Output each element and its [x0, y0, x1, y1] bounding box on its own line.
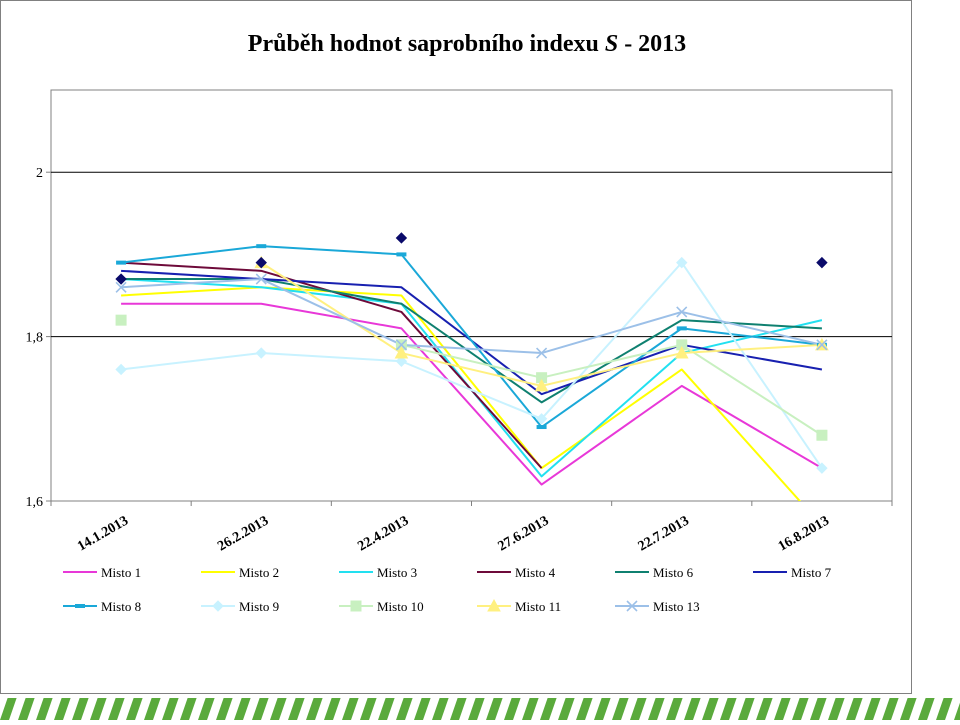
chart-title: Průběh hodnot saprobního indexu S - 2013: [248, 31, 686, 57]
legend-item: Misto 9: [201, 599, 279, 614]
data-point: [676, 326, 687, 331]
legend-marker: [487, 598, 501, 612]
data-point: [674, 345, 689, 359]
legend-label: Misto 13: [653, 599, 700, 614]
data-point: [816, 339, 828, 351]
series-line-misto-13: [121, 278, 823, 355]
x-tick-label: 22.7.2013: [636, 513, 692, 554]
series-line-misto-9: [120, 261, 823, 469]
legend-item: Misto 2: [201, 565, 279, 580]
legend-label: Misto 11: [515, 599, 561, 614]
data-point: [394, 345, 409, 359]
data-point: [816, 256, 828, 269]
data-point: [255, 273, 267, 285]
series-line-misto-2: [121, 286, 802, 501]
data-point: [395, 232, 408, 244]
legend-item: Misto 1: [63, 565, 141, 580]
legend-item: Misto 13: [615, 599, 700, 614]
legend-label: Misto 7: [791, 565, 832, 580]
data-point: [115, 281, 127, 293]
legend-marker: [626, 600, 638, 612]
legend-item: Misto 8: [63, 599, 141, 614]
legend-item: Misto 6: [615, 565, 694, 580]
x-tick-label: 22.4.2013: [355, 513, 411, 554]
legend-item: Misto 10: [339, 599, 424, 614]
y-tick-label: 2: [36, 166, 43, 181]
data-point: [676, 256, 688, 269]
data-point: [115, 273, 127, 285]
legend-label: Misto 1: [101, 565, 141, 580]
legend-marker: [350, 600, 362, 612]
data-point: [396, 252, 407, 257]
x-tick-label: 16.8.2013: [776, 513, 832, 554]
series-line-misto-10: [401, 343, 823, 437]
x-tick-label: 14.1.2013: [75, 513, 131, 554]
series-line-misto-8: [120, 245, 823, 429]
data-point: [116, 260, 127, 265]
legend-label: Misto 8: [101, 599, 141, 614]
legend-item: Misto 4: [477, 565, 556, 580]
legend-item: Misto 11: [477, 598, 561, 614]
legend-label: Misto 10: [377, 599, 424, 614]
series-line-misto-1: [121, 302, 823, 486]
data-point: [536, 347, 548, 359]
data-point: [816, 462, 828, 474]
legend-marker: [212, 600, 224, 612]
data-point: [536, 425, 547, 430]
legend-label: Misto 2: [239, 565, 279, 580]
data-point: [816, 429, 828, 441]
series-line-misto-6: [121, 278, 822, 404]
data-point: [256, 244, 267, 249]
data-point: [395, 339, 407, 351]
legend-marker: [75, 604, 85, 608]
legend-label: Misto 4: [515, 565, 556, 580]
legend-label: Misto 3: [377, 565, 417, 580]
data-point: [115, 314, 127, 326]
legend-label: Misto 9: [239, 599, 279, 614]
data-point: [395, 355, 408, 367]
y-tick-label: 1,8: [26, 331, 44, 346]
data-point: [255, 256, 267, 269]
x-tick-label: 27.6.2013: [496, 513, 552, 554]
data-point: [534, 378, 549, 392]
data-point: [535, 413, 548, 425]
plot-area: [50, 89, 893, 502]
data-point: [255, 347, 267, 359]
decorative-stripe: [0, 694, 960, 720]
chart-svg: Průběh hodnot saprobního indexu S - 2013…: [26, 31, 893, 614]
data-point: [115, 363, 127, 376]
data-point: [676, 306, 688, 318]
legend-item: Misto 7: [753, 565, 832, 580]
y-tick-label: 1,6: [26, 495, 44, 510]
legend-item: Misto 3: [339, 565, 417, 580]
legend-label: Misto 6: [653, 565, 694, 580]
chart-frame: Průběh hodnot saprobního indexu S - 2013…: [0, 0, 912, 694]
x-tick-label: 26.2.2013: [215, 513, 271, 554]
